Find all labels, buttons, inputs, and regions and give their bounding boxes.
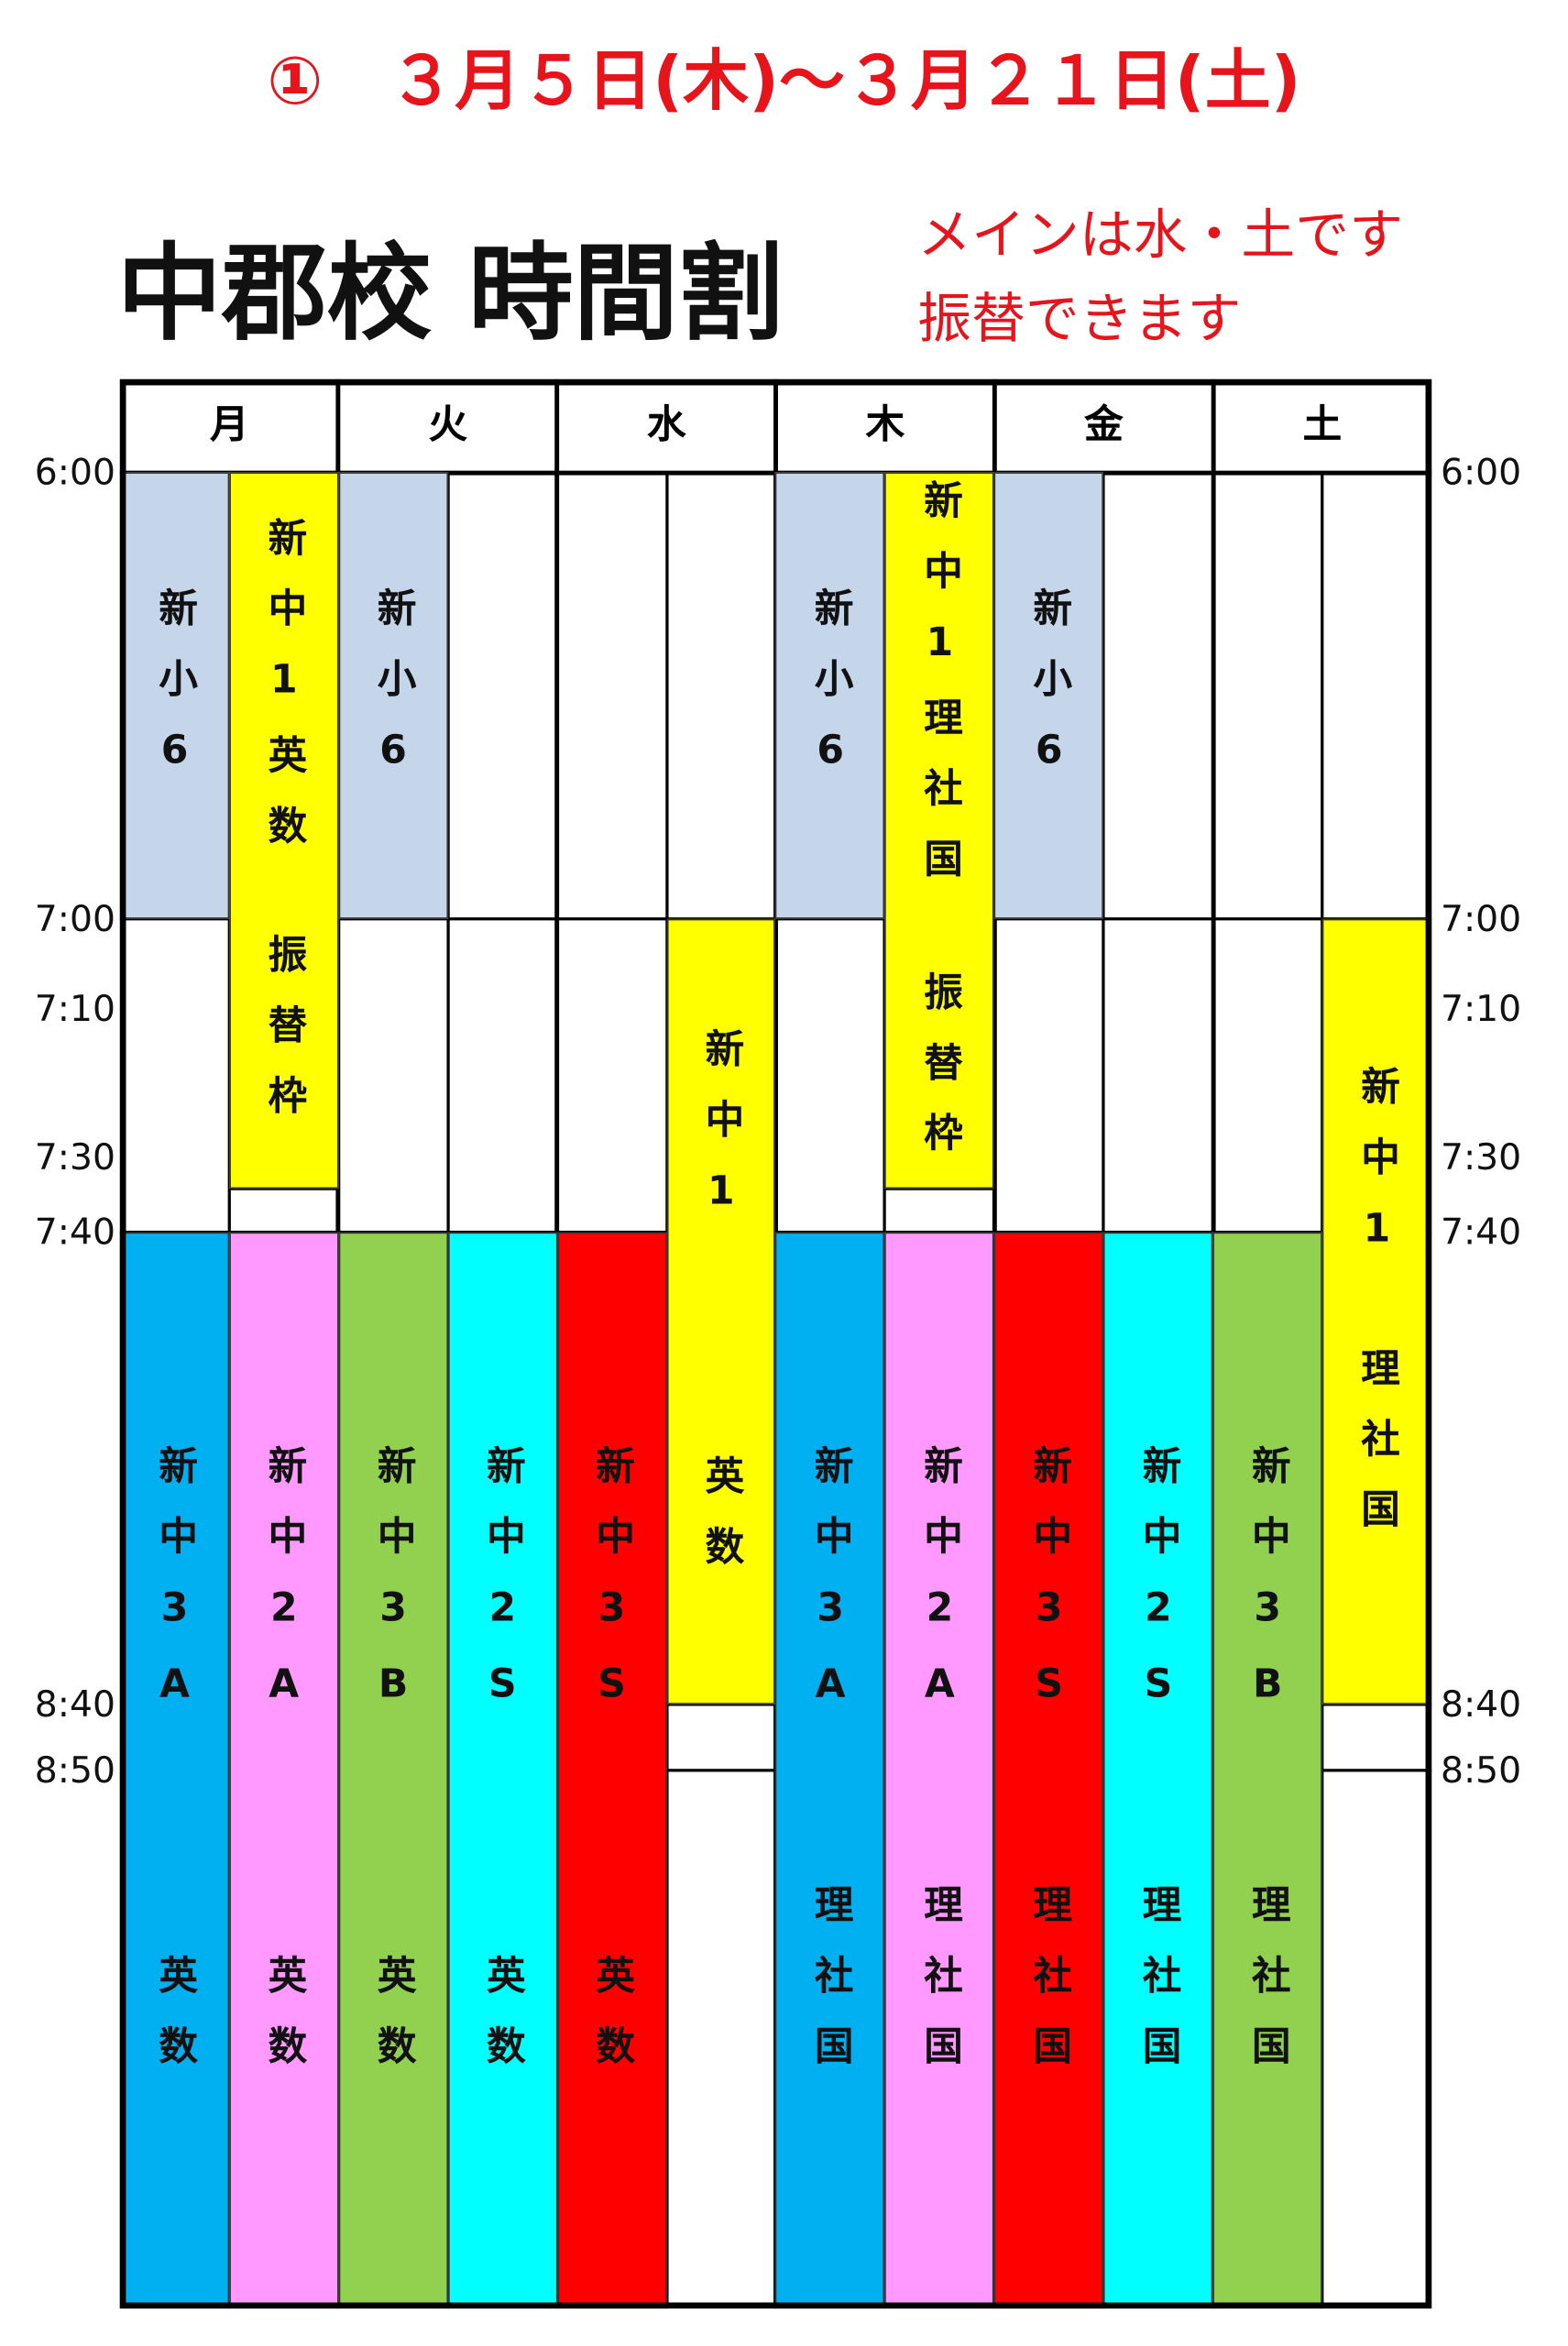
time-label: 8:40 [1440,1683,1522,1726]
class-label: 新中1 [698,1027,744,1245]
class-label: 新小6 [151,586,198,805]
class-label: 英数 [589,1955,635,2096]
class-block: 新小6 [775,472,885,919]
time-label: 8:50 [34,1749,115,1792]
time-label: 7:00 [34,897,115,940]
class-block: 新中1英数振替枠 [229,472,339,1189]
time-label: 7:10 [34,987,115,1030]
day-header: 木 [865,403,905,449]
class-label: 新中3B [1245,1444,1290,1739]
class-label: 理社国 [1354,1346,1400,1559]
time-label: 7:10 [1440,987,1522,1030]
class-label: 新中1理社国 [916,478,962,908]
class-block: 新中1理社国振替枠 [884,472,994,1189]
grid-line [1321,1703,1432,1706]
time-label: 8:50 [1440,1749,1522,1792]
time-label: 7:40 [34,1211,115,1254]
grid-line [666,1769,776,1772]
day-header: 金 [1084,403,1124,449]
timetable-grid [119,378,1432,2309]
class-label: 理社国 [1135,1884,1181,2096]
class-label: 英数 [151,1955,198,2096]
class-label: 振替枠 [916,970,962,1182]
class-label: 新中3B [370,1444,416,1739]
class-label: 新小6 [1026,586,1072,805]
class-label: 新中3A [807,1444,853,1739]
date-range: ① ３月５日(木)～３月２１日(土) [267,43,1301,120]
day-header: 水 [647,403,686,449]
class-label: 新小6 [807,586,853,805]
class-block: 新中3B 英数 [338,1232,448,2309]
class-label: 新中3S [589,1444,635,1739]
time-label: 8:40 [34,1683,115,1726]
class-block: 新中2A 理社国 [884,1232,994,2309]
class-block: 新中1 英数 [666,918,776,1705]
class-label: 振替枠 [261,933,307,1145]
class-block: 新中3S 理社国 [994,1232,1104,2309]
class-block: 新小6 [994,472,1104,919]
grid-line [666,1703,776,1706]
class-label: 新中2A [261,1444,307,1739]
class-label: 新中2A [916,1444,962,1739]
class-block: 新中2S 英数 [447,1232,557,2309]
class-label: 英数 [370,1955,416,2096]
class-block: 新中3A 英数 [119,1232,230,2309]
time-label: 6:00 [1440,451,1522,494]
note: 振替できます [917,289,1242,351]
grid-line [229,1187,339,1190]
class-label: 英数 [479,1955,525,2096]
class-label: 英数 [698,1454,744,1596]
class-label: 理社国 [1245,1884,1290,2096]
day-divider [554,378,560,2309]
class-label: 新中1 [1354,1065,1400,1283]
class-label: 理社国 [1026,1884,1072,2096]
grid-line [1321,1769,1432,1772]
class-label: 新中2S [479,1444,525,1739]
class-block: 新小6 [119,472,230,919]
class-block: 新小6 [338,472,448,919]
title: 中郡校 時間割 [116,232,784,356]
note: メインは水・土です [917,205,1404,268]
class-block: 新中2S 理社国 [1103,1232,1213,2309]
class-label: 理社国 [916,1884,962,2096]
class-label: 新中3S [1026,1444,1072,1739]
class-block: 新中3A 理社国 [775,1232,885,2309]
time-label: 7:00 [1440,897,1522,940]
class-block: 新中3S 英数 [556,1232,667,2309]
day-header: 土 [1302,403,1343,449]
grid-line [884,1187,994,1190]
time-label: 7:30 [34,1135,115,1178]
class-label: 英数 [261,1955,307,2096]
class-block: 新中2A 英数 [229,1232,339,2309]
class-block: 新中3B 理社国 [1212,1232,1322,2309]
class-label: 新中2S [1135,1444,1181,1739]
class-label: 理社国 [807,1884,853,2096]
day-header: 月 [209,403,249,449]
class-label: 新中1英数 [261,516,307,875]
day-divider [773,378,778,2309]
class-block: 新中1 理社国 [1321,918,1432,1705]
time-label: 7:30 [1440,1135,1522,1178]
day-header: 火 [428,403,468,449]
time-label: 6:00 [34,451,115,494]
class-label: 新中3A [151,1444,198,1739]
time-label: 7:40 [1440,1211,1522,1254]
class-label: 新小6 [370,586,416,805]
